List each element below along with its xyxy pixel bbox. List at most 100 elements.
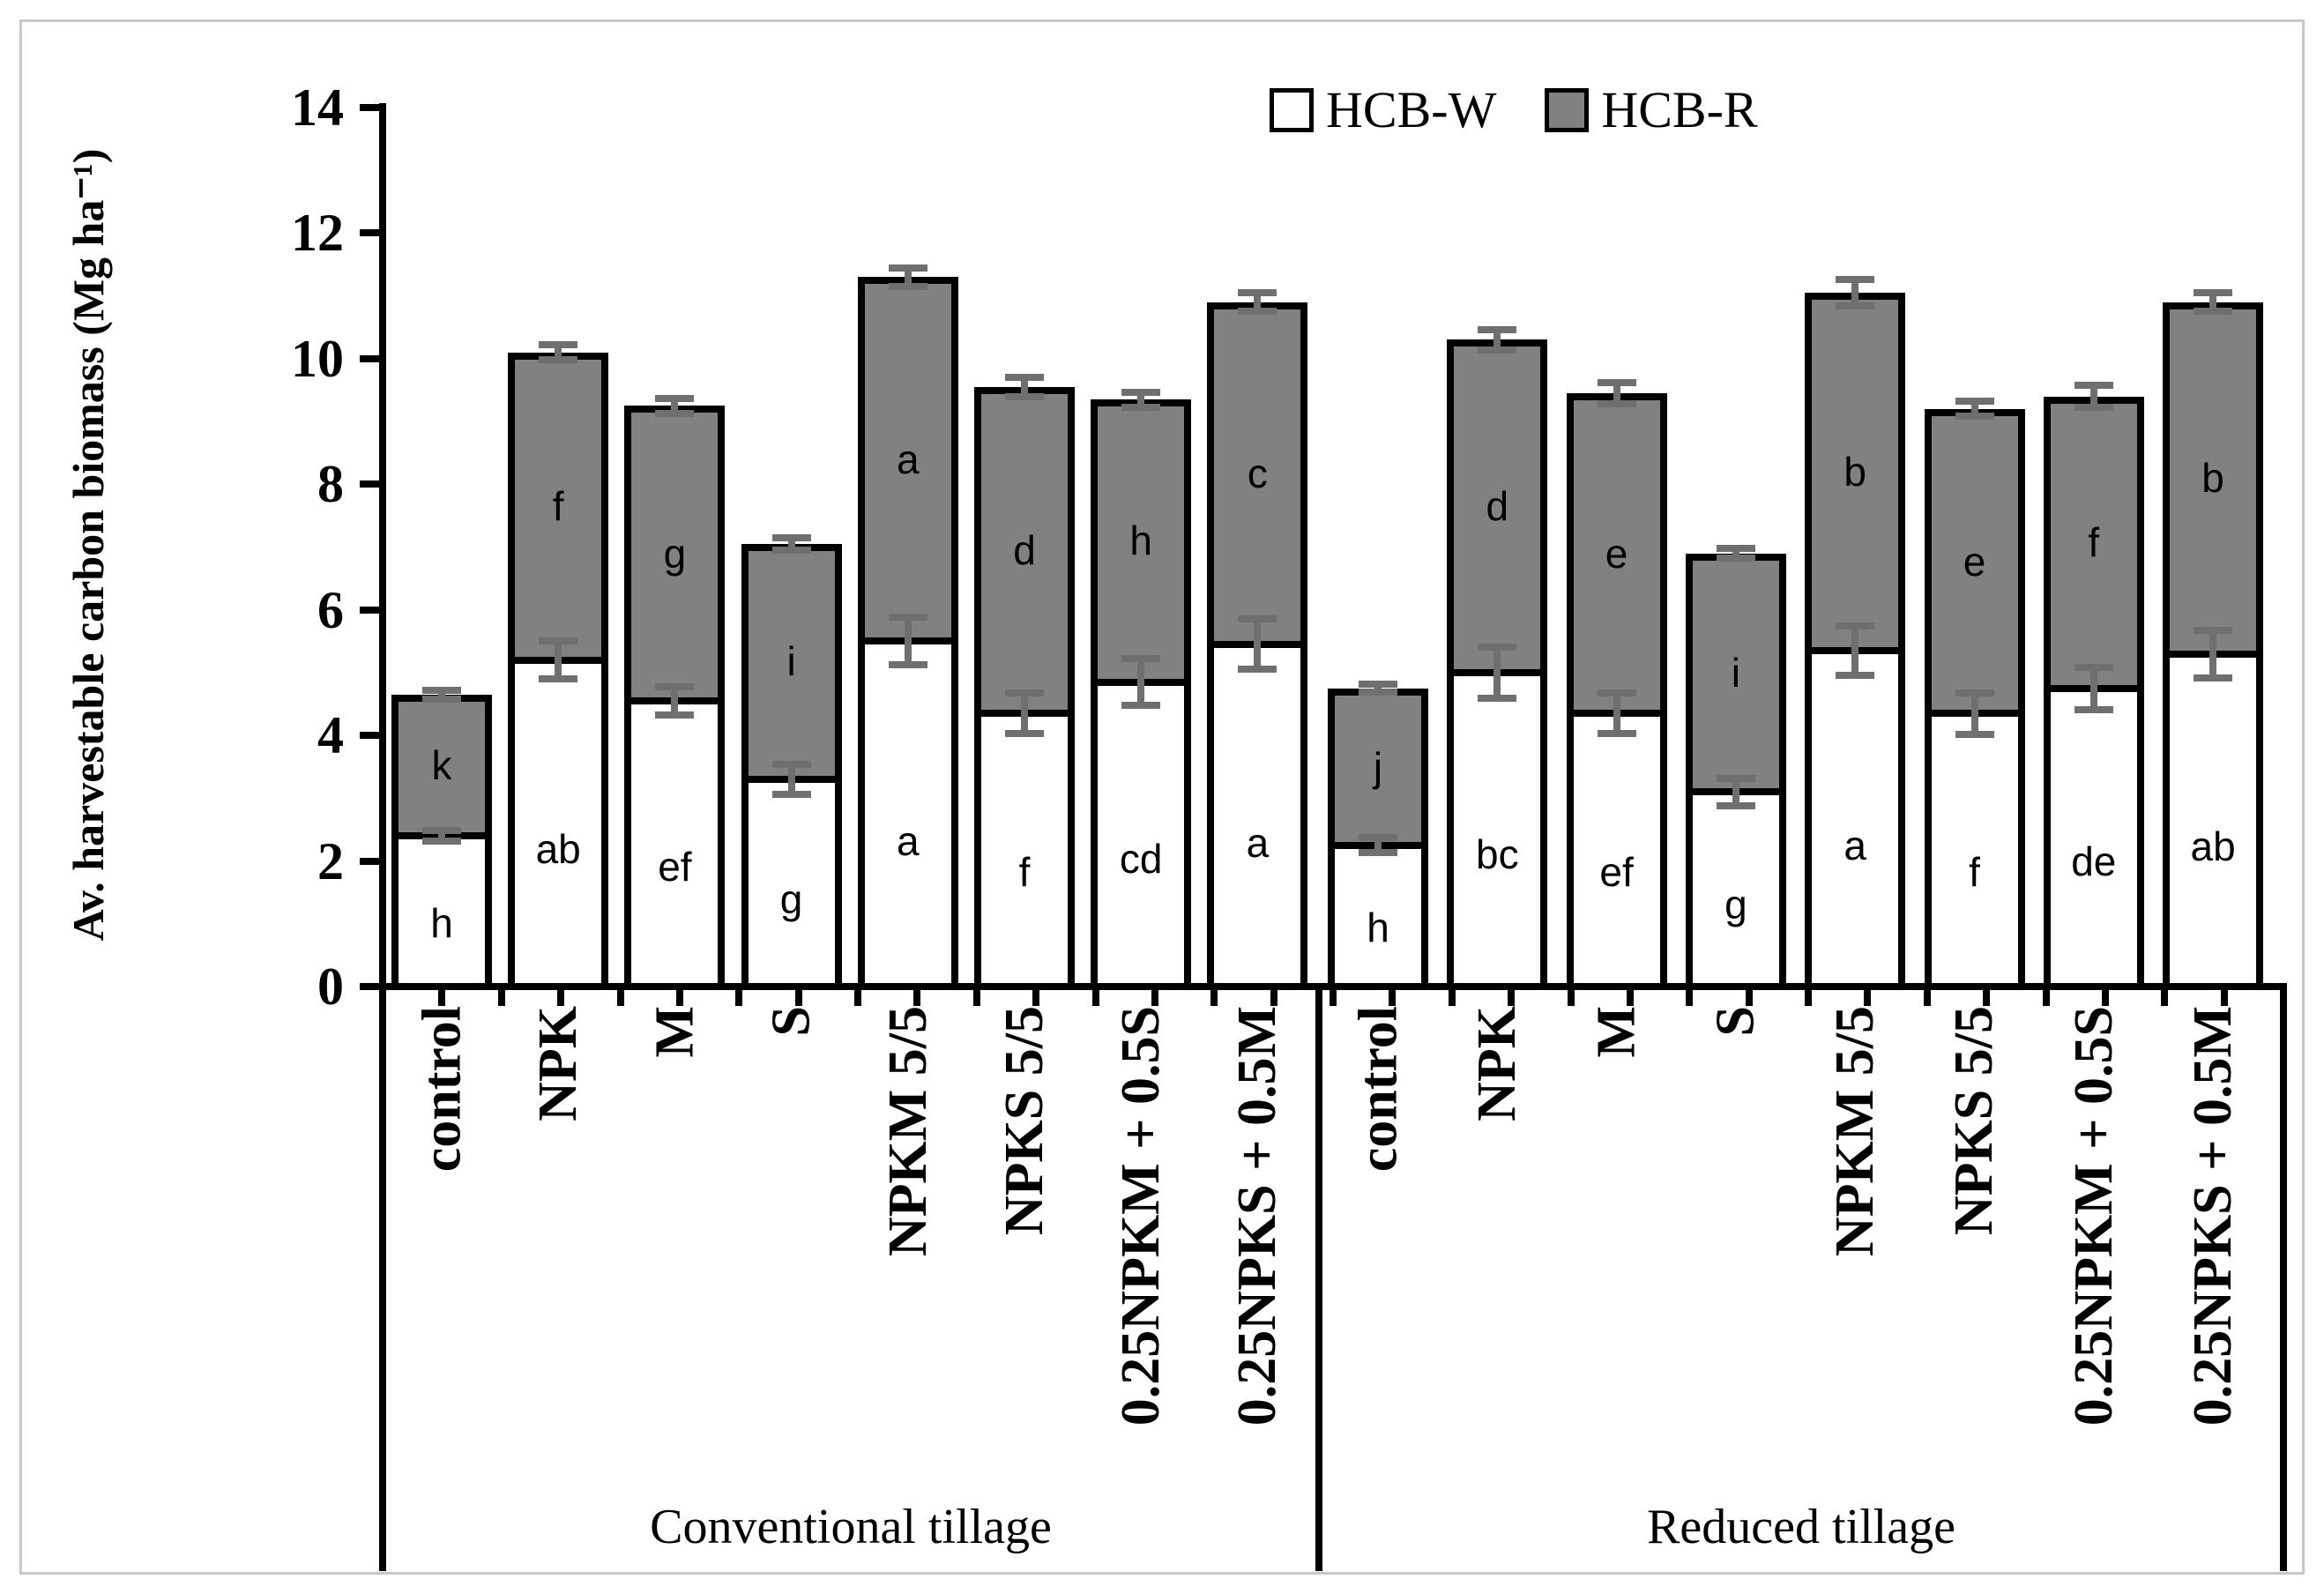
significance-letter-hcb-r: j [1373, 743, 1383, 790]
error-bar-total-cap [539, 356, 578, 364]
error-bar-hcb-w-cap [1836, 622, 1875, 630]
x-axis-tick [1864, 990, 1872, 1006]
significance-letter-hcb-r: b [2201, 455, 2224, 502]
significance-letter-hcb-w: h [430, 900, 453, 947]
error-bar-total-cap [1238, 308, 1277, 316]
chart-legend: HCB-W HCB-R [1270, 85, 1758, 136]
category-label: NPKS 5/5 [994, 1006, 1054, 1236]
group-divider [1315, 987, 1322, 1571]
error-bar-hcb-w-cap [539, 675, 578, 683]
error-bar-total-cap [771, 547, 811, 555]
y-tick-label: 10 [291, 329, 344, 388]
error-bar-total-cap [1716, 555, 1755, 562]
x-axis-tick [497, 990, 505, 1006]
y-tick-label: 0 [317, 957, 344, 1016]
significance-letter-hcb-r: b [1844, 449, 1866, 495]
x-axis-tick [2101, 990, 2109, 1006]
legend-label: HCB-R [1601, 81, 1758, 138]
category-label: 0.25NPKS + 0.5M [2183, 1006, 2244, 1426]
error-bar-total-cap [888, 264, 927, 272]
x-axis-tick [1389, 990, 1397, 1006]
legend-label: HCB-W [1326, 81, 1497, 138]
error-bar-total-cap [771, 533, 811, 541]
error-bar-total-cap [1836, 302, 1875, 310]
error-bar-hcb-w [1613, 693, 1620, 734]
significance-letter-hcb-r: c [1247, 450, 1268, 496]
error-bar-hcb-w-cap [888, 614, 927, 622]
x-axis-tick [794, 990, 802, 1006]
error-bar-hcb-w-cap [422, 837, 461, 845]
group-label: Conventional tillage [650, 1500, 1052, 1554]
significance-letter-hcb-w: g [1724, 882, 1747, 928]
error-bar-hcb-w-cap [1716, 774, 1755, 782]
legend-item-hcb_r: HCB-R [1545, 81, 1758, 138]
category-label: 0.25NPKM + 0.5S [2063, 1006, 2124, 1426]
error-bar-hcb-w [438, 831, 445, 841]
group-label: Reduced tillage [1647, 1500, 1955, 1554]
error-bar-hcb-w [787, 763, 795, 795]
category-label: M [644, 1006, 705, 1058]
error-bar-hcb-w-cap [1478, 695, 1517, 703]
error-bar-hcb-w-cap [1238, 615, 1277, 623]
significance-letter-hcb-r: e [1605, 530, 1628, 577]
error-bar-total-cap [422, 695, 461, 703]
error-bar-total-cap [1716, 544, 1755, 552]
significance-letter-hcb-w: ef [658, 843, 692, 890]
category-label: control [412, 1006, 472, 1173]
x-axis-tick [854, 990, 861, 1006]
x-axis-tick [1448, 990, 1456, 1006]
error-bar-hcb-w-cap [1478, 643, 1517, 651]
error-bar-total-cap [1359, 689, 1397, 696]
error-bar-hcb-w-cap [888, 661, 927, 669]
figure-border [19, 19, 2305, 1575]
significance-letter-hcb-w: ab [535, 826, 581, 873]
error-bar-hcb-w-cap [1597, 730, 1636, 737]
error-bar-total [438, 689, 445, 699]
error-bar-hcb-w [1021, 693, 1028, 734]
legend-swatch-hcb_r [1545, 88, 1590, 132]
error-bar-total-cap [2194, 289, 2233, 297]
legend-swatch-hcb_w [1270, 88, 1314, 132]
error-bar-hcb-w [904, 617, 912, 666]
category-label: NPKM 5/5 [1825, 1006, 1886, 1257]
x-axis-tick [972, 990, 980, 1006]
error-bar-total-cap [2074, 382, 2113, 390]
error-bar-hcb-w [555, 641, 562, 680]
error-bar-hcb-w-cap [1005, 689, 1044, 697]
error-bar-hcb-w-cap [2194, 674, 2233, 682]
error-bar-hcb-w [2209, 629, 2217, 678]
bar-segment-hcb-r [1931, 415, 2018, 718]
x-axis-tick [1508, 990, 1516, 1006]
significance-letter-hcb-w: g [779, 876, 803, 923]
x-axis-tick [2220, 990, 2228, 1006]
error-bar-hcb-w [2089, 667, 2097, 710]
significance-letter-hcb-r: i [1731, 649, 1740, 696]
x-axis-tick [1270, 990, 1277, 1006]
significance-letter-hcb-w: h [1367, 904, 1389, 950]
error-bar-total [904, 267, 912, 287]
significance-letter-hcb-r: d [1013, 527, 1036, 574]
significance-letter-hcb-w: f [1969, 848, 1980, 895]
error-bar-total-cap [1955, 413, 1994, 421]
error-bar-total [1732, 547, 1739, 559]
y-tick-label: 14 [291, 78, 344, 137]
bar-stack [857, 277, 958, 990]
group-divider [2280, 987, 2287, 1571]
error-bar-hcb-w-cap [1716, 801, 1755, 809]
y-tick-label: 8 [317, 455, 344, 514]
error-bar-hcb-w-cap [1121, 655, 1161, 663]
error-bar-total-cap [2194, 308, 2233, 316]
category-label: 0.25NPKM + 0.5S [1111, 1006, 1172, 1426]
error-bar-total [1613, 382, 1620, 405]
error-bar-hcb-w-cap [2074, 663, 2113, 671]
category-label: control [1348, 1006, 1408, 1173]
error-bar-hcb-w-cap [1597, 689, 1636, 697]
legend-item-hcb_w: HCB-W [1270, 85, 1496, 136]
x-axis-tick [616, 990, 624, 1006]
category-label: NPKS 5/5 [1944, 1006, 2005, 1236]
bar-stack [624, 406, 726, 990]
y-tick-label: 12 [291, 204, 344, 263]
error-bar-total-cap [655, 394, 695, 402]
significance-letter-hcb-r: a [897, 436, 920, 482]
